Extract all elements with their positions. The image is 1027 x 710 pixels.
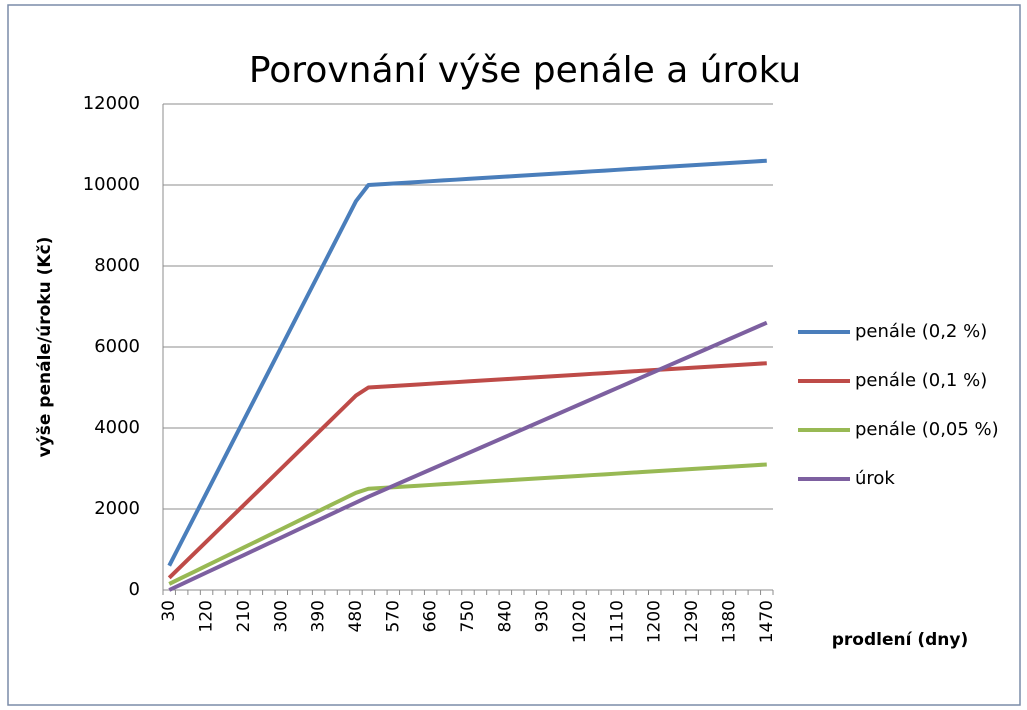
x-tick-label: 930 [533,600,553,632]
y-tick-label: 2000 [94,498,140,519]
x-tick-label: 750 [458,600,478,632]
x-tick-label: 210 [234,600,254,632]
x-tick-label: 300 [271,600,291,632]
x-tick-label: 390 [309,600,329,632]
series-line [168,462,767,586]
x-axis-title: prodlení (dny) [832,630,969,650]
y-tick-label: 12000 [83,93,140,114]
y-axis-title: výše penále/úroku (Kč) [35,237,55,458]
legend-label: penále (0,1 %) [855,370,987,391]
y-tick-label: 10000 [83,174,140,195]
x-tick-label: 1290 [682,600,702,643]
series-line [168,320,768,592]
legend-label: úrok [855,468,895,489]
x-tick-label: 840 [495,600,515,632]
y-tick-label: 6000 [94,336,140,357]
x-tick-label: 1200 [645,600,665,643]
series-line [167,361,767,580]
legend-label: penále (0,2 %) [855,321,987,342]
chart-title: Porovnání výše penále a úroku [249,50,801,91]
x-tick-label: 570 [383,600,403,632]
x-tick-label: 1470 [757,600,777,643]
y-tick-label: 4000 [94,417,140,438]
chart-frame [7,4,1021,706]
series-line [167,158,767,567]
x-tick-label: 660 [421,600,441,632]
x-tick-label: 30 [159,600,179,622]
x-tick-label: 120 [197,600,217,632]
x-tick-label: 480 [346,600,366,632]
x-tick-label: 1380 [719,600,739,643]
legend-label: penále (0,05 %) [855,419,999,440]
y-tick-label: 8000 [94,255,140,276]
y-tick-label: 0 [129,579,140,600]
x-tick-label: 1020 [570,600,590,643]
x-tick-label: 1110 [607,600,627,643]
